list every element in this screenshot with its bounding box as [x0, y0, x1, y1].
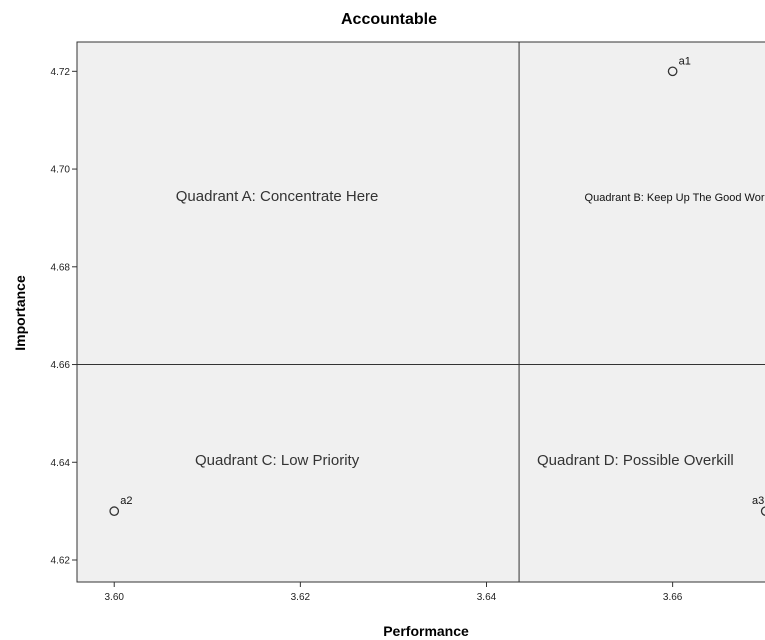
- x-tick-label: 3.62: [291, 592, 311, 603]
- x-tick-label: 3.66: [663, 592, 683, 603]
- quadrant-label: Quadrant C: Low Priority: [195, 452, 360, 469]
- y-tick-label: 4.72: [51, 67, 71, 78]
- y-axis-title: Importance: [12, 275, 28, 351]
- chart-title: Accountable: [341, 11, 437, 28]
- point-label: a1: [679, 55, 691, 67]
- point-label: a3: [752, 495, 764, 507]
- x-tick-label: 3.60: [104, 592, 124, 603]
- y-axis-ticks: 4.62 4.64 4.66 4.68 4.70 4.72: [51, 67, 77, 567]
- y-tick-label: 4.66: [51, 360, 71, 371]
- y-tick-label: 4.62: [51, 556, 71, 567]
- quadrant-label: Quadrant B: Keep Up The Good Work: [585, 192, 765, 204]
- data-point-a1: [667, 66, 678, 77]
- data-point-a2: [109, 506, 120, 516]
- plot-area: [76, 41, 765, 583]
- x-axis-title: Performance: [383, 623, 469, 639]
- data-points: a1 a2 a3: [109, 55, 765, 516]
- x-tick-label: 3.64: [477, 592, 497, 603]
- x-axis-ticks: 3.60 3.62 3.64 3.66: [104, 582, 683, 603]
- point-label: a2: [120, 495, 132, 507]
- data-point-a3: [760, 506, 765, 516]
- y-tick-label: 4.68: [51, 262, 71, 273]
- y-tick-label: 4.70: [51, 165, 71, 176]
- quadrant-label: Quadrant A: Concentrate Here: [176, 188, 379, 205]
- quadrant-labels: Quadrant A: Concentrate Here Quadrant B: …: [176, 188, 765, 469]
- quadrant-label: Quadrant D: Possible Overkill: [537, 452, 734, 469]
- y-tick-label: 4.64: [51, 458, 71, 469]
